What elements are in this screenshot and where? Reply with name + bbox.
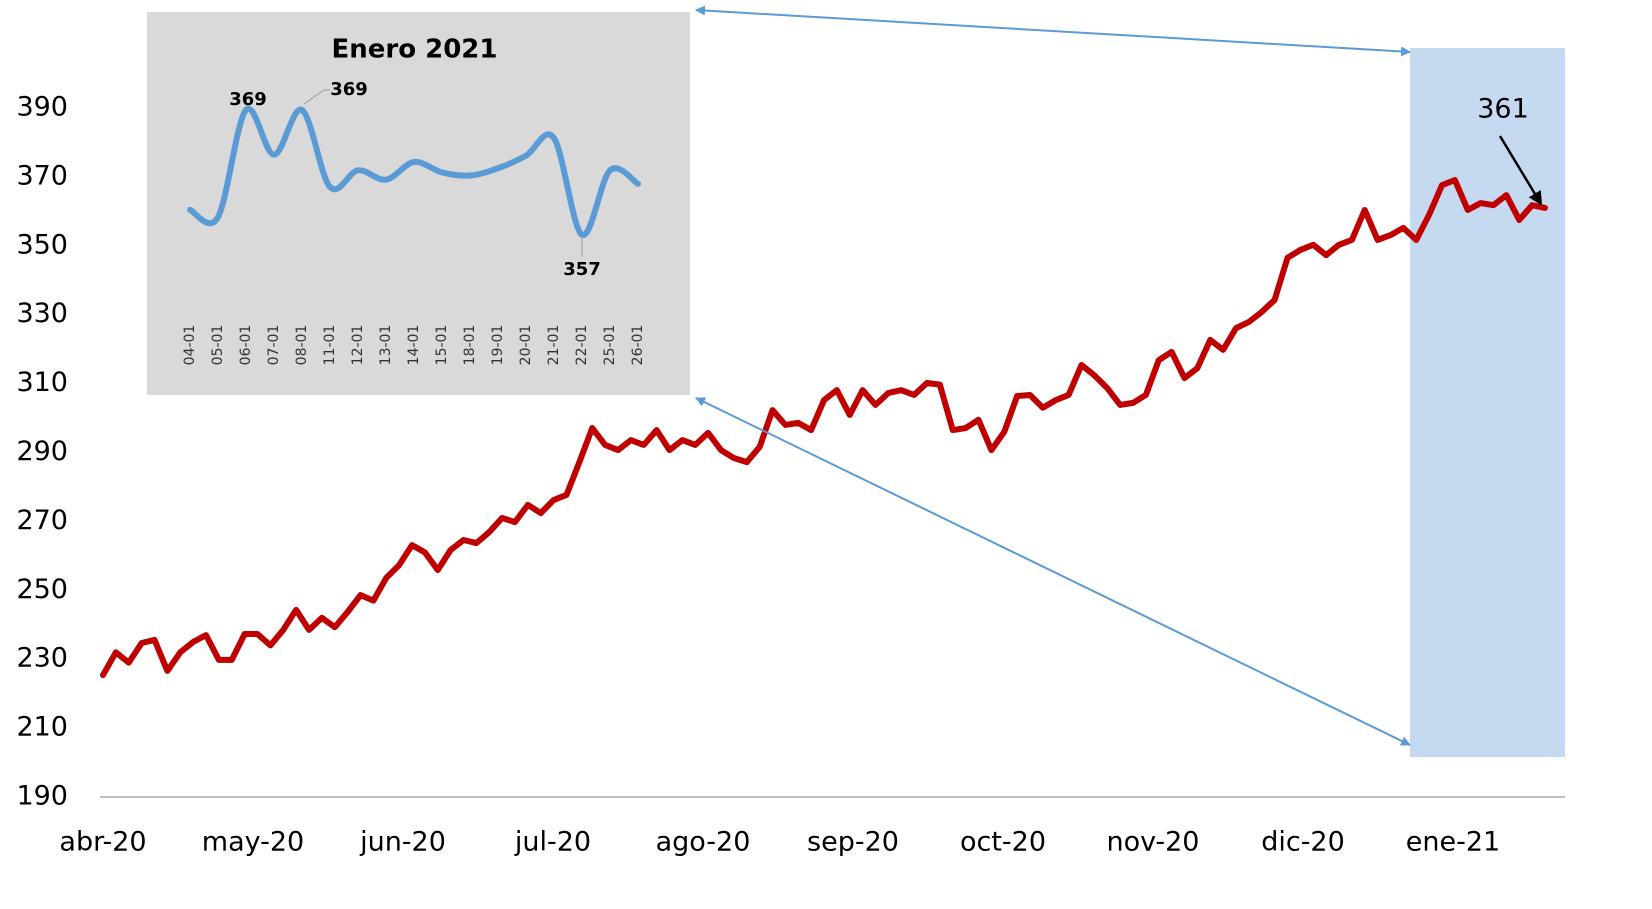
data-label: 357 [563, 259, 601, 280]
x-tick-label: 19-01 [490, 325, 506, 366]
x-tick-label: 08-01 [294, 325, 310, 366]
y-tick-label: 210 [16, 712, 68, 743]
x-tick-label: may-20 [202, 827, 304, 858]
y-tick-label: 270 [16, 505, 68, 536]
x-tick-label: ene-21 [1406, 827, 1500, 858]
y-tick-label: 230 [16, 643, 68, 674]
x-tick-label: ago-20 [656, 827, 751, 858]
y-tick-label: 250 [16, 574, 68, 605]
x-tick-label: 14-01 [406, 325, 422, 366]
data-label: 369 [330, 79, 368, 100]
y-tick-label: 290 [16, 436, 68, 467]
x-tick-label: 26-01 [630, 325, 646, 366]
inset-chart: Enero 2021 04-01 05-01 06-01 07-01 08-01 11-01… [147, 12, 690, 395]
data-label: 369 [229, 89, 267, 110]
x-tick-label: jun-20 [359, 827, 446, 858]
x-tick-label: 07-01 [266, 325, 282, 366]
annotation-arrow [1498, 135, 1543, 206]
data-line [187, 105, 641, 238]
x-tick-label: 05-01 [210, 325, 226, 366]
x-tick-label: dic-20 [1261, 827, 1345, 858]
y-tick-label: 390 [16, 92, 68, 123]
inset-title: Enero 2021 [331, 35, 497, 65]
x-tick-label: sep-20 [807, 827, 899, 858]
x-tick-label: 20-01 [518, 325, 534, 366]
x-tick-label: oct-20 [960, 827, 1046, 858]
x-tick-label: 25-01 [602, 325, 618, 366]
x-tick-label: 04-01 [182, 325, 198, 366]
connector [695, 397, 1411, 746]
x-tick-label: nov-20 [1107, 827, 1200, 858]
x-tick-label: 11-01 [322, 325, 338, 366]
leader-line [303, 89, 330, 105]
x-tick-label: 12-01 [350, 325, 366, 366]
highlight [1410, 48, 1565, 757]
y-tick-label: 310 [16, 367, 68, 398]
x-tick-label: jul-20 [514, 827, 591, 858]
x-tick-label: 06-01 [238, 325, 254, 366]
x-tick-label: 22-01 [574, 325, 590, 366]
y-tick-label: 370 [16, 160, 68, 191]
x-tick-label: 21-01 [546, 325, 562, 366]
y-tick-label: 190 [16, 781, 68, 812]
x-tick-label: 13-01 [378, 325, 394, 366]
y-tick-label: 330 [16, 298, 68, 329]
x-tick-label: abr-20 [59, 827, 146, 858]
x-tick-label: 15-01 [434, 325, 450, 366]
y-tick-label: 350 [16, 229, 68, 260]
x-tick-label: 18-01 [462, 325, 478, 366]
connector [695, 5, 1411, 57]
annotation: 361 [1477, 94, 1529, 125]
main-chart: 190 210 230 250 270 290 310 330 350 370 390 abr-20 m… [16, 48, 1565, 858]
